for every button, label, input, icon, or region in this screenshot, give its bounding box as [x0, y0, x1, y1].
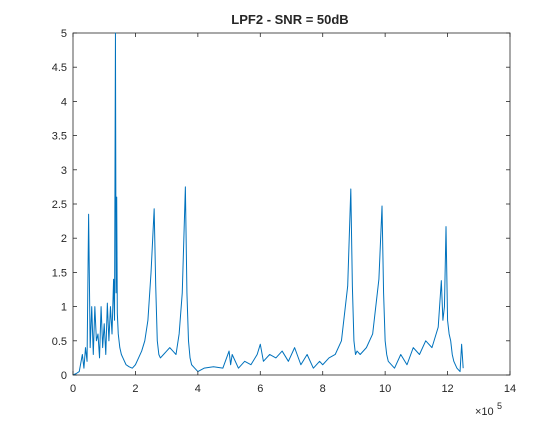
y-tick-label: 4: [61, 96, 67, 108]
y-tick-label: 1.5: [52, 267, 67, 279]
y-tick-label: 2.5: [52, 199, 67, 211]
axes-box: [72, 32, 511, 376]
y-tick-label: 0: [61, 370, 67, 382]
x-tick-label: 6: [257, 383, 263, 395]
y-tick-label: 2: [61, 233, 67, 245]
x-tick-label: 2: [132, 383, 138, 395]
y-tick-label: 5: [61, 28, 67, 40]
y-tick-label: 4.5: [52, 62, 67, 74]
x-exponent-power: 5: [497, 401, 502, 411]
x-tick-label: 10: [379, 383, 391, 395]
plot-area: [72, 32, 511, 376]
x-exponent-base: ×10: [475, 406, 494, 418]
x-exponent-label: ×10 5: [475, 401, 502, 418]
y-tick-label: 3: [61, 165, 67, 177]
y-tick-label: 3.5: [52, 131, 67, 143]
y-tick-label: 1: [61, 302, 67, 314]
x-axis-ticks: 0 2 4 6 8 10 12 14: [70, 33, 516, 395]
y-axis-ticks: 0 0.5 1 1.5 2 2.5 3 3.5 4 4.5 5: [52, 28, 510, 382]
x-tick-label: 0: [70, 383, 76, 395]
x-tick-label: 8: [320, 383, 326, 395]
x-tick-label: 14: [504, 383, 516, 395]
x-tick-label: 12: [441, 383, 453, 395]
x-tick-label: 4: [195, 383, 201, 395]
chart-title: LPF2 - SNR = 50dB: [231, 12, 348, 27]
series-line-0: [72, 32, 464, 376]
y-tick-label: 0.5: [52, 336, 67, 348]
